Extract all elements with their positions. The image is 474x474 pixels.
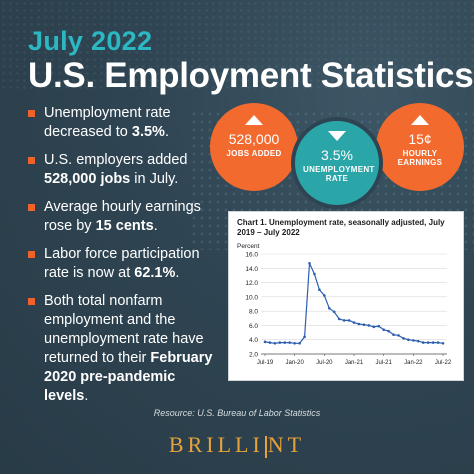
data-point (387, 329, 390, 333)
source-note: Resource: U.S. Bureau of Labor Statistic… (153, 408, 321, 418)
stat-label: HOURLY EARNINGS (397, 149, 443, 167)
x-tick-label: Jul-21 (375, 360, 392, 366)
x-tick-label: Jul-19 (257, 360, 274, 366)
data-point (313, 272, 316, 276)
data-point (397, 334, 400, 337)
data-point (431, 341, 435, 344)
bullet-square-icon (28, 251, 35, 258)
stat-label: JOBS ADDED (226, 149, 282, 158)
stat-value: 528,000 (228, 131, 280, 147)
stat-unemployment-rate: 3.5% UNEMPLOYMENT RATE (291, 117, 383, 209)
data-point (337, 317, 341, 321)
arrow-up-icon (411, 115, 429, 125)
stat-hourly-earnings: 15¢ HOURLY EARNINGS (376, 103, 464, 191)
brand-a-icon (264, 435, 267, 458)
y-tick-label: 2.0 (249, 352, 258, 359)
x-tick-label: Jan-21 (345, 360, 364, 366)
data-point (352, 321, 356, 324)
data-point (392, 333, 395, 337)
data-point (412, 339, 415, 342)
data-point (382, 328, 385, 332)
bullet-square-icon (28, 204, 35, 211)
data-point (288, 341, 292, 344)
data-point (347, 319, 351, 322)
data-point (407, 338, 410, 342)
data-point (268, 341, 272, 344)
data-point (283, 341, 287, 344)
x-tick-label: Jan-20 (285, 360, 304, 366)
stat-value: 15¢ (408, 131, 432, 147)
bullet-item: Both total nonfarm employment and the un… (28, 292, 218, 406)
y-tick-label: 4.0 (249, 337, 258, 344)
y-tick-label: 14.0 (245, 266, 258, 273)
unemployment-chart: Chart 1. Unemployment rate, seasonally a… (228, 211, 464, 381)
header-title: U.S. Employment Statistics (28, 56, 474, 95)
data-point (377, 324, 381, 328)
chart-ylabel: Percent (237, 243, 260, 250)
data-point (342, 319, 346, 322)
data-point (263, 340, 267, 344)
arrow-down-icon (328, 131, 346, 141)
data-point (367, 324, 371, 327)
y-tick-label: 16.0 (245, 252, 258, 259)
y-tick-label: 6.0 (249, 323, 258, 330)
data-point (402, 336, 405, 340)
bullet-square-icon (28, 110, 35, 117)
data-point (318, 288, 321, 292)
data-point (357, 322, 361, 326)
y-tick-label: 10.0 (245, 294, 258, 301)
stat-value: 3.5% (321, 147, 353, 163)
data-point (441, 341, 445, 345)
data-point (332, 310, 336, 314)
data-point (327, 306, 331, 310)
x-tick-label: Jan-22 (404, 360, 423, 366)
data-point (421, 341, 425, 344)
stat-jobs-added: 528,000 JOBS ADDED (210, 103, 298, 191)
stat-label: UNEMPLOYMENT RATE (303, 165, 375, 183)
data-point (362, 323, 366, 327)
bullet-square-icon (28, 157, 35, 164)
bullet-square-icon (28, 298, 35, 305)
data-point (426, 341, 430, 344)
data-point (303, 335, 306, 339)
y-tick-label: 12.0 (245, 280, 258, 287)
bullet-item: Average hourly earnings rose by 15 cents… (28, 198, 218, 236)
x-tick-label: Jul-20 (316, 360, 333, 366)
arrow-up-icon (245, 115, 263, 125)
data-point (278, 341, 282, 344)
data-point (416, 339, 420, 343)
data-point (436, 341, 440, 344)
series-line (264, 263, 444, 344)
bullet-item: Labor force participation rate is now at… (28, 245, 218, 283)
y-tick-label: 8.0 (249, 309, 258, 316)
data-point (293, 341, 296, 345)
bullet-item: U.S. employers added 528,000 jobs in Jul… (28, 151, 218, 189)
data-point (273, 341, 277, 345)
dot-pattern-top (0, 0, 474, 90)
header-subtitle: July 2022 (28, 26, 153, 56)
data-point (298, 341, 301, 345)
x-tick-label: Jul-22 (435, 360, 452, 366)
bullet-item: Unemployment rate decreased to 3.5%. (28, 104, 218, 142)
data-point (308, 261, 311, 265)
brand-logo: BRILLI NT (168, 432, 306, 458)
data-point (372, 325, 376, 329)
chart-title: Chart 1. Unemployment rate, seasonally a… (237, 218, 445, 237)
data-point (323, 294, 326, 297)
bullet-list: Unemployment rate decreased to 3.5%. U.S… (28, 104, 218, 415)
